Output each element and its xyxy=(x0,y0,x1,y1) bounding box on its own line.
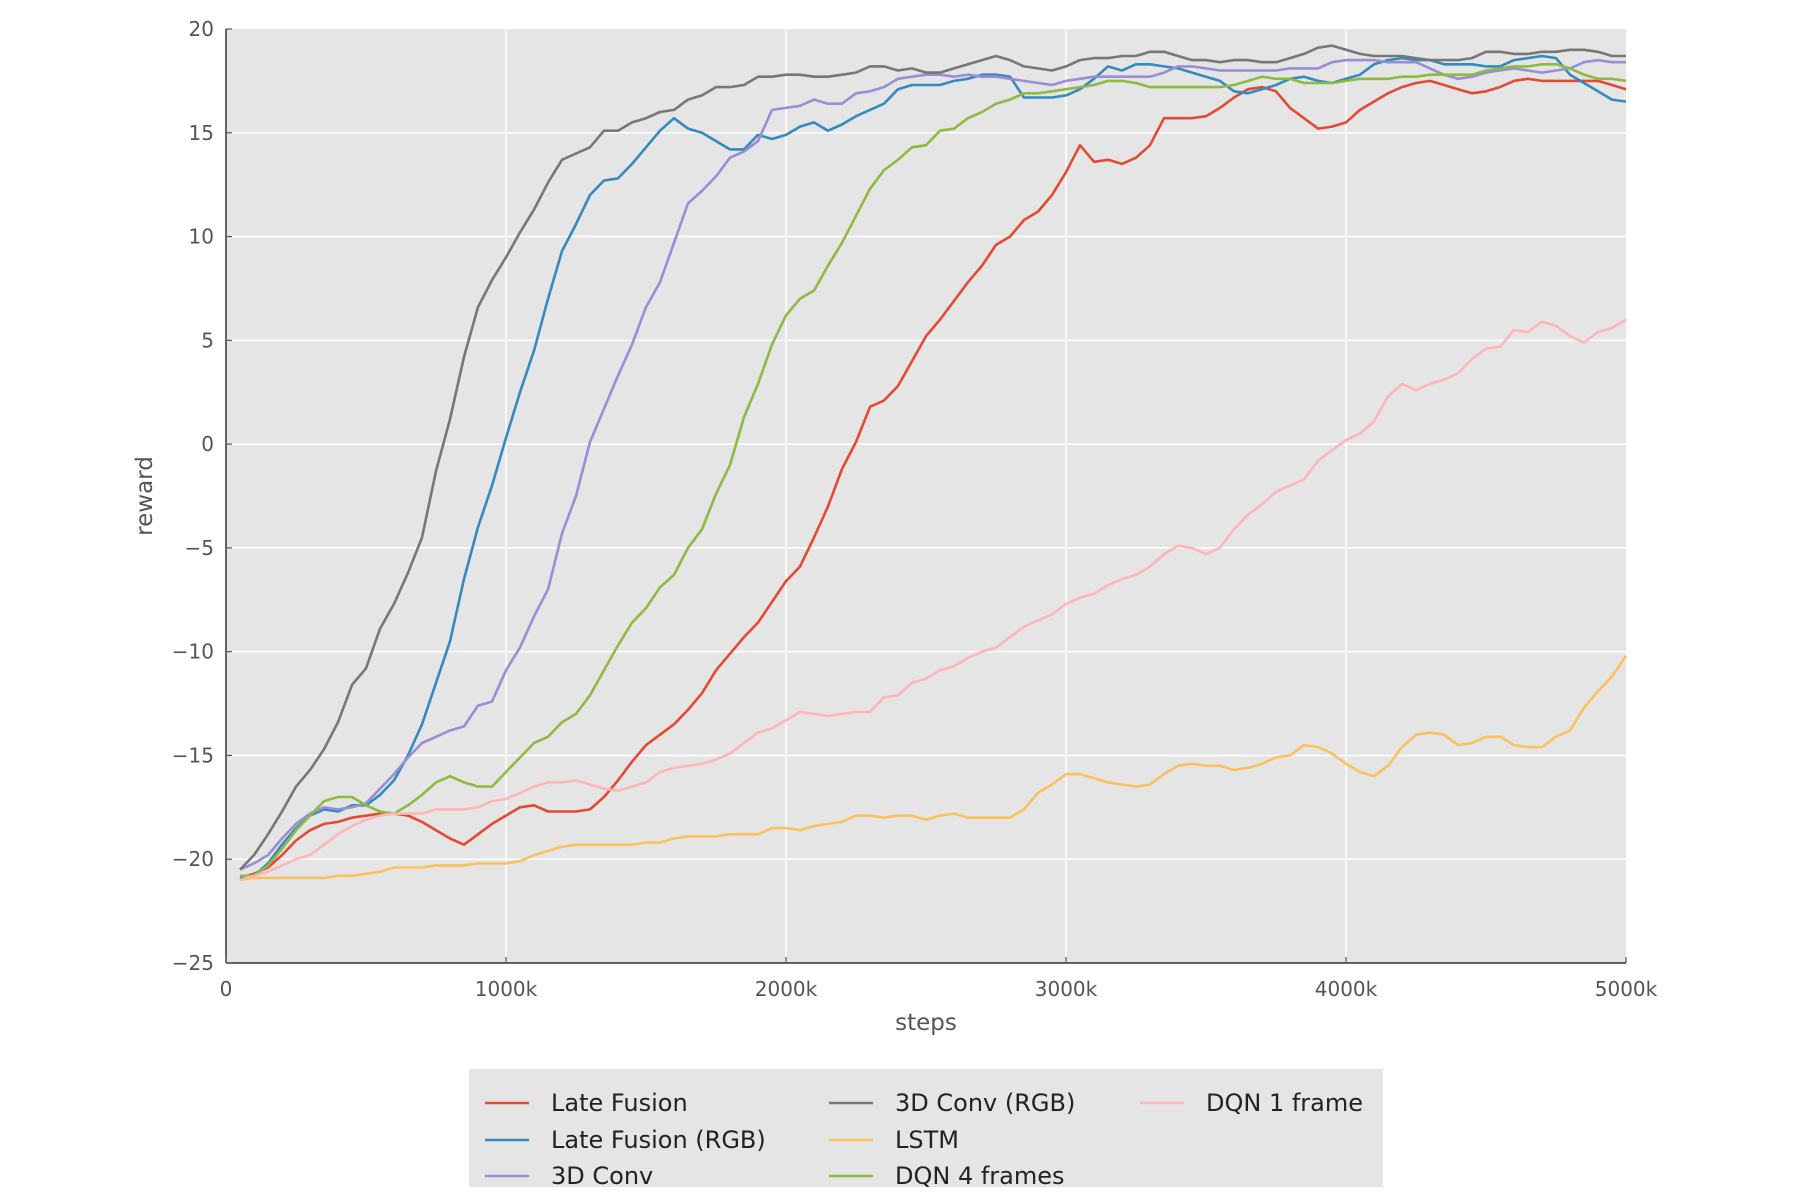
y-tick-label: 20 xyxy=(189,17,214,41)
y-tick-label: −25 xyxy=(172,951,214,975)
x-tick-label: 0 xyxy=(220,977,233,1001)
series-layer xyxy=(239,44,1628,882)
legend-label: DQN 1 frame xyxy=(1206,1089,1363,1117)
legend-label: 3D Conv xyxy=(551,1162,653,1190)
y-tick-label: −15 xyxy=(172,743,214,767)
series-line-lstm xyxy=(239,655,1628,882)
x-tick-label: 5000k xyxy=(1595,977,1658,1001)
y-tick-label: −10 xyxy=(172,640,214,664)
legend-label: DQN 4 frames xyxy=(895,1162,1065,1190)
x-axis-ticks: 0 1000k 2000k 3000k 4000k 5000k xyxy=(220,957,1658,1001)
y-tick-label: 0 xyxy=(201,432,214,456)
legend-label: Late Fusion (RGB) xyxy=(551,1126,766,1154)
series-line-dqn-4-frames xyxy=(240,63,1627,878)
legend-box xyxy=(469,1069,1383,1187)
x-tick-label: 3000k xyxy=(1035,977,1098,1001)
axes xyxy=(225,29,1626,964)
series-line-late-fusion-rgb xyxy=(239,54,1627,880)
y-tick-label: −20 xyxy=(172,847,214,871)
legend-label: 3D Conv (RGB) xyxy=(895,1089,1075,1117)
series-line-3d-conv-rgb xyxy=(239,44,1626,871)
plot-background xyxy=(226,29,1626,963)
y-tick-label: 15 xyxy=(189,121,214,145)
y-tick-label: 10 xyxy=(189,225,214,249)
legend-label: LSTM xyxy=(895,1126,959,1154)
series-line-3d-conv xyxy=(239,58,1626,871)
x-tick-label: 2000k xyxy=(755,977,818,1001)
y-tick-label: 5 xyxy=(201,328,214,352)
y-tick-label: −5 xyxy=(185,536,214,560)
grid-lines xyxy=(226,29,1626,963)
y-axis-label: reward xyxy=(132,456,158,536)
series-line-dqn-1-frame xyxy=(239,318,1627,882)
series-line-late-fusion xyxy=(239,77,1627,880)
legend: Late Fusion Late Fusion (RGB) 3D Conv 3D Co… xyxy=(469,1069,1383,1190)
y-axis-ticks: −25 −20 −15 −10 −5 0 5 10 15 20 xyxy=(172,17,232,975)
x-tick-label: 1000k xyxy=(475,977,538,1001)
legend-label: Late Fusion xyxy=(551,1089,688,1117)
x-tick-label: 4000k xyxy=(1315,977,1378,1001)
x-axis-label: steps xyxy=(895,1010,957,1036)
